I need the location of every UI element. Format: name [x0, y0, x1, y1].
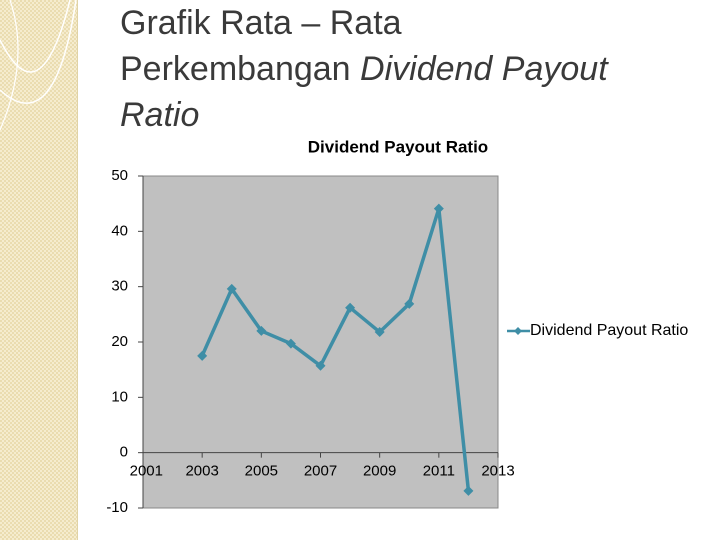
y-tick-label: 20	[111, 333, 128, 350]
data-point	[285, 338, 296, 349]
data-line	[200, 206, 471, 492]
x-tick-label: 2011	[423, 463, 455, 480]
x-tick-label: 2001	[130, 463, 163, 480]
data-point	[315, 360, 326, 371]
slide-title: Grafik Rata – Rata Perkembangan Dividend …	[120, 0, 710, 138]
y-tick-label: 0	[120, 444, 128, 461]
data-point	[374, 327, 385, 338]
y-tick-label: 50	[111, 167, 128, 184]
data-point	[226, 283, 237, 294]
x-tick-label: 2009	[363, 463, 396, 480]
data-point	[256, 325, 267, 336]
legend-marker	[514, 327, 522, 335]
plot-area	[142, 175, 499, 509]
title-segment: Dividend Payout	[360, 50, 608, 88]
chart-title: Dividend Payout Ratio	[308, 137, 488, 156]
data-point	[197, 350, 208, 361]
title-segment: Perkembangan	[120, 50, 361, 88]
y-tick-label: -10	[106, 499, 128, 516]
x-tick-label: 2003	[185, 463, 218, 480]
data-point	[463, 485, 474, 496]
x-tick-label: 2007	[304, 463, 337, 480]
data-point	[433, 203, 444, 214]
data-point	[404, 298, 415, 309]
x-tick-label: 2013	[481, 463, 514, 480]
y-tick-label: 10	[111, 388, 128, 405]
decorative-strip	[0, 0, 78, 540]
title-segment: Grafik Rata – Rata	[120, 4, 402, 42]
y-tick-label: 30	[111, 278, 128, 295]
y-tick-label: 40	[111, 222, 128, 239]
data-point	[345, 302, 356, 313]
title-segment: Ratio	[120, 96, 200, 134]
x-tick-label: 2005	[245, 463, 278, 480]
legend-label: Dividend Payout Ratio	[530, 322, 689, 339]
